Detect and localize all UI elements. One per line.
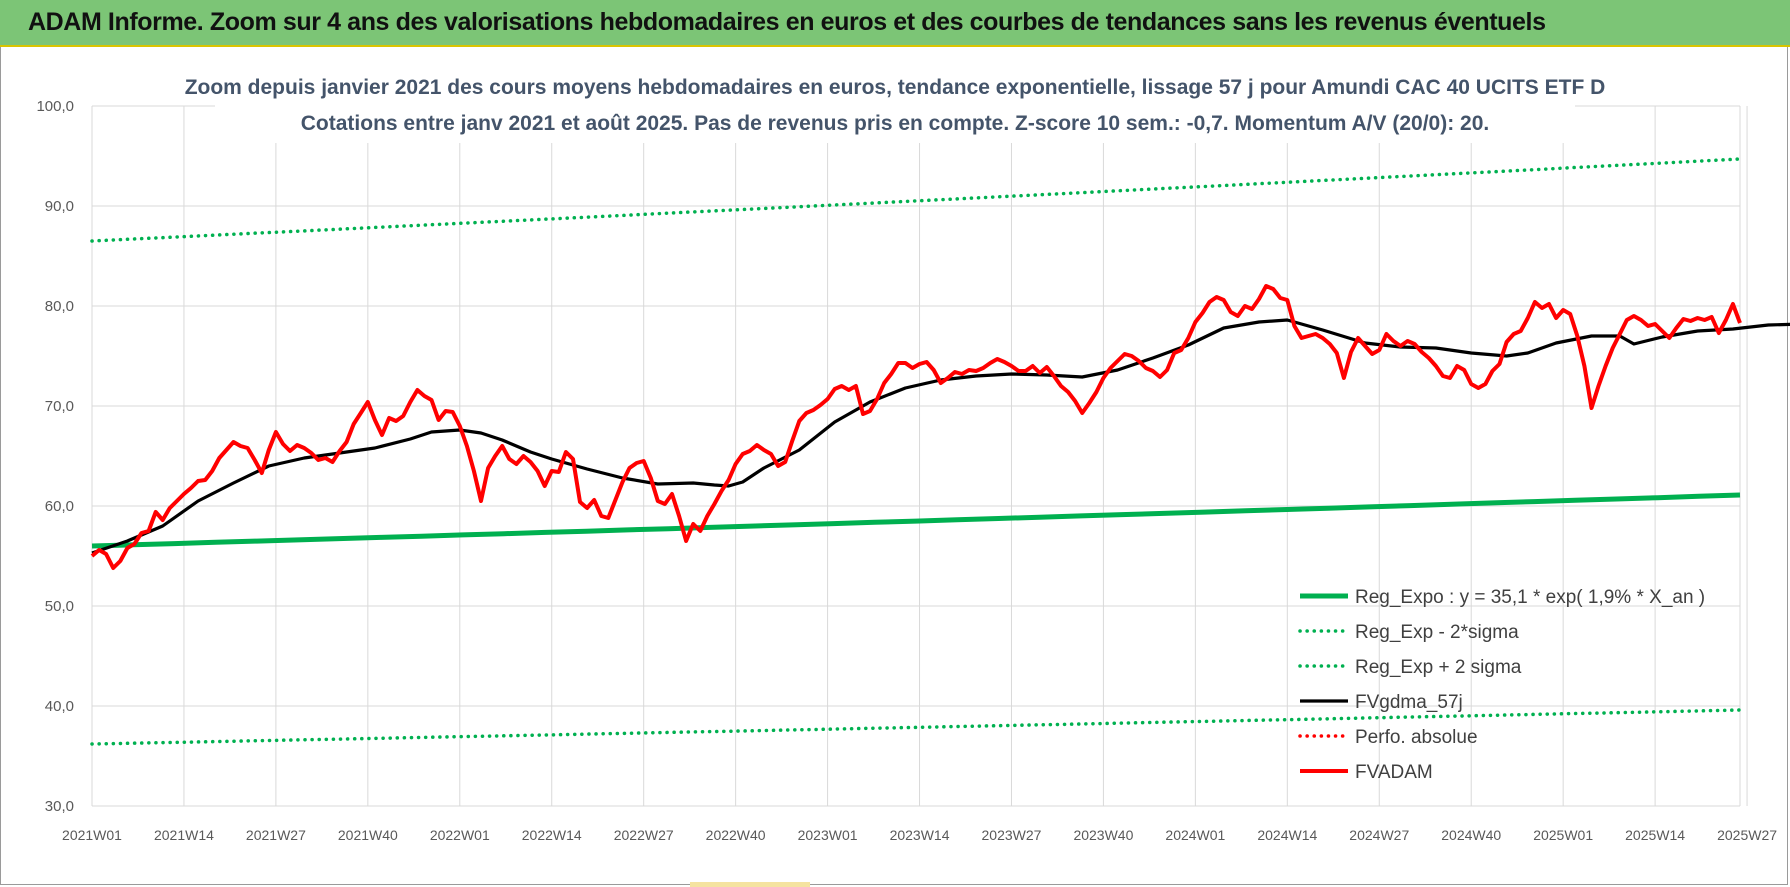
chart-title: Zoom depuis janvier 2021 des cours moyen… xyxy=(185,76,1606,99)
x-tick-label: 2024W27 xyxy=(1349,827,1409,843)
x-tick-label: 2021W27 xyxy=(246,827,306,843)
gridlines xyxy=(91,105,1748,807)
chart-subtitle: Cotations entre janv 2021 et août 2025. … xyxy=(301,112,1489,135)
series-group xyxy=(90,157,1790,746)
y-tick-label: 30,0 xyxy=(45,798,74,815)
series-line-1 xyxy=(91,492,1741,549)
series-line-2 xyxy=(90,708,1742,746)
legend-entry: FVADAM xyxy=(1355,762,1433,783)
bottom-accent xyxy=(690,882,810,887)
x-tick-label: 2025W14 xyxy=(1625,827,1685,843)
x-tick-label: 2025W27 xyxy=(1717,827,1777,843)
y-tick-label: 40,0 xyxy=(45,698,74,715)
x-tick-label: 2023W27 xyxy=(982,827,1042,843)
x-tick-label: 2022W14 xyxy=(522,827,582,843)
series-line-6 xyxy=(90,284,1742,570)
x-tick-label: 2021W40 xyxy=(338,827,398,843)
x-tick-label: 2021W01 xyxy=(62,827,122,843)
x-tick-label: 2023W01 xyxy=(798,827,858,843)
y-tick-label: 80,0 xyxy=(45,298,74,315)
y-tick-label: 50,0 xyxy=(45,598,74,615)
series-line-3 xyxy=(90,157,1742,243)
legend-entry: Perfo. absolue xyxy=(1355,727,1478,748)
chart-title-box xyxy=(215,67,1575,143)
report-banner: ADAM Informe. Zoom sur 4 ans des valoris… xyxy=(0,0,1790,47)
x-tick-label: 2024W40 xyxy=(1441,827,1501,843)
x-tick-label: 2025W01 xyxy=(1533,827,1593,843)
legend-entry: Reg_Expo : y = 35,1 * exp( 1,9% * X_an ) xyxy=(1355,587,1705,608)
y-tick-label: 90,0 xyxy=(45,198,74,215)
legend: Reg_Expo : y = 35,1 * exp( 1,9% * X_an )… xyxy=(1298,587,1705,783)
x-tick-label: 2023W40 xyxy=(1073,827,1133,843)
y-tick-label: 70,0 xyxy=(45,398,74,415)
tick-labels: 30,0 40,0 50,0 60,0 70,0 80,0 90,0 100,0 2021W01… xyxy=(36,98,1777,843)
x-tick-label: 2024W01 xyxy=(1165,827,1225,843)
legend-entry: Reg_Exp + 2 sigma xyxy=(1355,657,1522,678)
report-banner-title: ADAM Informe. Zoom sur 4 ans des valoris… xyxy=(28,8,1546,36)
x-tick-label: 2022W40 xyxy=(706,827,766,843)
x-tick-label: 2023W14 xyxy=(890,827,950,843)
y-tick-label: 60,0 xyxy=(45,498,74,515)
series-line-4 xyxy=(91,318,1790,555)
x-tick-label: 2024W14 xyxy=(1257,827,1317,843)
x-tick-label: 2022W27 xyxy=(614,827,674,843)
x-tick-label: 2022W01 xyxy=(430,827,490,843)
legend-entry: FVgdma_57j xyxy=(1355,692,1463,713)
legend-entry: Reg_Exp - 2*sigma xyxy=(1355,622,1519,643)
x-tick-label: 2021W14 xyxy=(154,827,214,843)
y-tick-label: 100,0 xyxy=(36,98,74,115)
